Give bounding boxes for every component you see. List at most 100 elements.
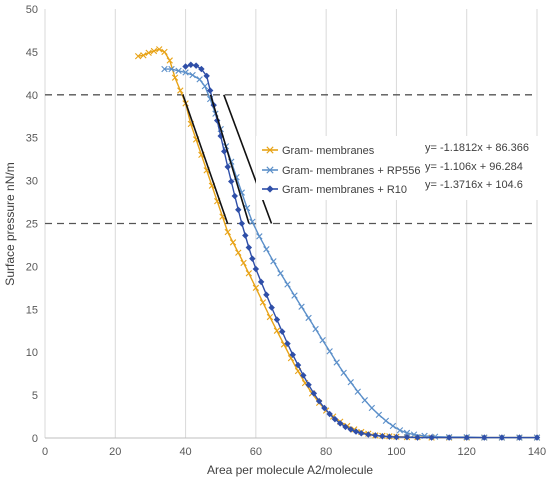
series-1-point-33 — [375, 411, 383, 419]
series-1-point-29 — [347, 379, 354, 386]
series-2-point-33 — [331, 415, 339, 423]
series-1-point-17 — [263, 246, 270, 253]
series-2-point-27 — [300, 372, 307, 379]
series-0-point-1 — [140, 52, 147, 59]
series-2-point-26 — [294, 361, 302, 369]
series-1-point-3 — [182, 69, 189, 76]
x-tick-labels: 0 20 40 60 80 100 120 140 — [42, 446, 546, 458]
trendline-2 — [209, 94, 250, 224]
series-2-point-52 — [533, 434, 541, 441]
x-tick-label-1: 20 — [109, 446, 121, 458]
series-2-point-46 — [428, 434, 435, 441]
y-tick-label-2: 10 — [26, 347, 38, 359]
trendline-equation-2: y= -1.3716x + 104.6 — [425, 179, 523, 191]
legend-marker-2 — [266, 185, 274, 193]
legend-label-1: Gram- membranes + RP556 — [282, 165, 420, 177]
series-2-point-41 — [379, 433, 386, 440]
series-0-point-23 — [259, 299, 267, 306]
series-1-point-15 — [249, 218, 256, 225]
series-2-point-10 — [224, 163, 231, 171]
y-tick-labels: 0 5 10 15 20 25 30 35 40 45 50 — [26, 4, 38, 445]
legend-label-2: Gram- membranes + R10 — [282, 184, 407, 196]
trendline-equation-1: y= -1.106x + 96.284 — [425, 161, 523, 173]
series-0-point-3 — [150, 47, 158, 55]
series-2-point-3 — [198, 65, 205, 73]
y-tick-label-1: 5 — [32, 390, 38, 402]
y-tick-label-0: 0 — [32, 433, 38, 445]
series-0-point-5 — [161, 48, 168, 56]
x-tick-label-6: 120 — [458, 446, 476, 458]
series-2-point-48 — [463, 434, 470, 441]
series-2-point-12 — [231, 192, 238, 200]
legend-marker-1 — [266, 166, 274, 174]
series-1-point-16 — [256, 233, 263, 240]
series-2-point-38 — [358, 430, 365, 437]
legend-label-0: Gram- membranes — [282, 145, 375, 157]
trendline-equation-0: y= -1.1812x + 86.366 — [425, 142, 529, 154]
series-1-point-22 — [298, 303, 305, 310]
series-2-point-25 — [289, 351, 296, 358]
series-0-point-7 — [171, 74, 179, 81]
x-tick-label-5: 100 — [387, 446, 405, 458]
series-0-point-24 — [266, 313, 274, 321]
series-2-point-7 — [213, 117, 221, 124]
trendline-1 — [223, 94, 273, 224]
series-2-point-49 — [481, 434, 488, 441]
series-0-point-18 — [229, 239, 237, 246]
series-2-point-16 — [245, 244, 253, 251]
series-1-point-25 — [319, 336, 326, 344]
series-2-point-14 — [238, 220, 246, 227]
series-2-point-32 — [326, 410, 333, 418]
y-tick-label-9: 45 — [26, 47, 38, 59]
series-2-point-42 — [386, 433, 393, 440]
y-tick-label-5: 25 — [26, 219, 38, 231]
series-0-point-20 — [240, 259, 247, 267]
series-0-point-25 — [273, 327, 281, 334]
x-tick-label-7: 140 — [528, 446, 546, 458]
trendline-0 — [182, 94, 229, 224]
x-tick-label-4: 80 — [320, 446, 332, 458]
series-2-point-50 — [498, 434, 506, 441]
series-2-point-5 — [206, 87, 214, 94]
series-2-point-45 — [414, 434, 421, 441]
x-axis-title: Area per molecule A2/molecule — [207, 463, 373, 477]
series-2 — [182, 61, 541, 441]
series-2-point-51 — [516, 434, 523, 441]
series-1-point-30 — [354, 388, 361, 395]
series-2-point-17 — [249, 255, 256, 262]
y-tick-label-6: 30 — [26, 176, 38, 188]
series-2-point-13 — [235, 206, 242, 213]
series-2-point-22 — [273, 316, 281, 323]
y-tick-label-8: 40 — [26, 90, 38, 102]
series-2-point-47 — [445, 434, 453, 441]
series-2-point-35 — [342, 423, 349, 431]
series-2-point-19 — [257, 278, 265, 286]
series-2-point-30 — [315, 397, 323, 405]
series-2-point-28 — [305, 381, 312, 389]
series-1-point-20 — [284, 281, 291, 288]
series-1-point-19 — [277, 270, 284, 277]
y-tick-label-3: 15 — [26, 304, 38, 316]
series-0-point-22 — [252, 284, 260, 292]
series-1-point-21 — [291, 292, 298, 299]
series-1-point-31 — [361, 397, 368, 404]
series-2-point-20 — [263, 291, 270, 298]
series-0-point-4 — [156, 46, 163, 53]
legend-marker-0 — [266, 146, 274, 154]
series-1-point-26 — [326, 348, 333, 355]
series-2-point-43 — [393, 433, 400, 441]
series-2-point-31 — [321, 404, 328, 412]
series-2-point-44 — [403, 433, 411, 441]
series-0-point-0 — [134, 53, 142, 60]
series-1-point-32 — [368, 404, 376, 412]
series-2-point-40 — [372, 432, 379, 439]
series-2-point-21 — [268, 304, 275, 311]
series-2-point-0 — [182, 63, 189, 70]
series-2-point-18 — [252, 265, 260, 273]
series-2-point-23 — [278, 328, 286, 335]
series-2-point-24 — [284, 340, 291, 347]
series-1-point-24 — [312, 325, 319, 333]
series-2-point-2 — [192, 62, 200, 69]
series-2-point-1 — [187, 61, 195, 68]
